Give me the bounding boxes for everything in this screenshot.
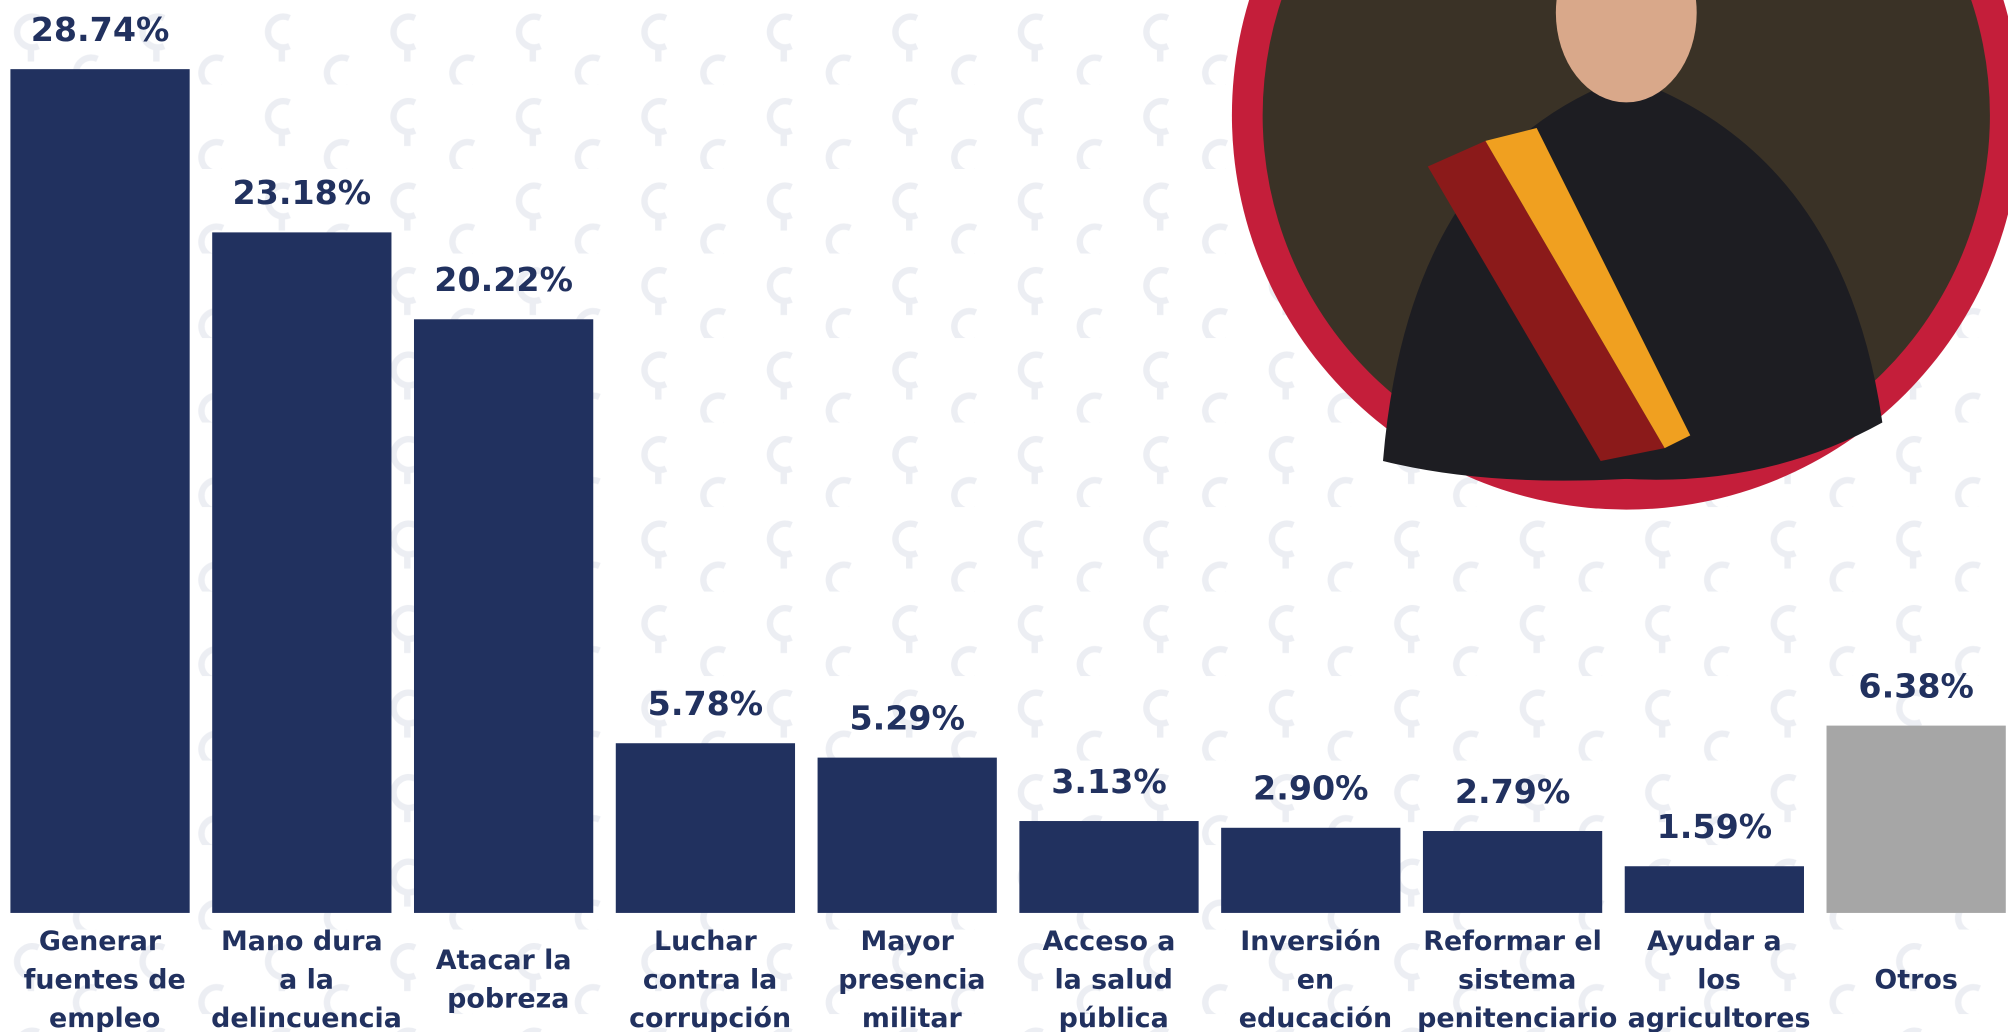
bar bbox=[1827, 726, 2006, 913]
bar bbox=[616, 743, 795, 913]
bar bbox=[1221, 828, 1400, 913]
value-label: 5.29% bbox=[849, 698, 964, 737]
value-label: 2.79% bbox=[1455, 772, 1570, 811]
x-tick-label: Otros bbox=[1874, 964, 1957, 995]
bar bbox=[1019, 821, 1198, 913]
value-label: 20.22% bbox=[434, 260, 573, 299]
x-tick-label: Acceso a la salud pública bbox=[1043, 926, 1176, 1032]
chart: 28.74%Generar fuentes de empleo23.18%Man… bbox=[0, 0, 2008, 1032]
value-label: 2.90% bbox=[1253, 769, 1368, 808]
value-label: 28.74% bbox=[31, 10, 170, 49]
x-tick-label: Generar fuentes de empleo bbox=[14, 926, 185, 1032]
bar bbox=[10, 69, 189, 913]
bar bbox=[414, 319, 593, 913]
value-label: 3.13% bbox=[1051, 762, 1166, 801]
bar bbox=[1625, 866, 1804, 913]
value-label: 5.78% bbox=[648, 684, 763, 723]
bar bbox=[212, 232, 391, 913]
value-label: 23.18% bbox=[233, 173, 372, 212]
bar bbox=[1423, 831, 1602, 913]
value-label: 6.38% bbox=[1858, 666, 1973, 705]
value-label: 1.59% bbox=[1657, 807, 1772, 846]
bar bbox=[818, 758, 997, 913]
